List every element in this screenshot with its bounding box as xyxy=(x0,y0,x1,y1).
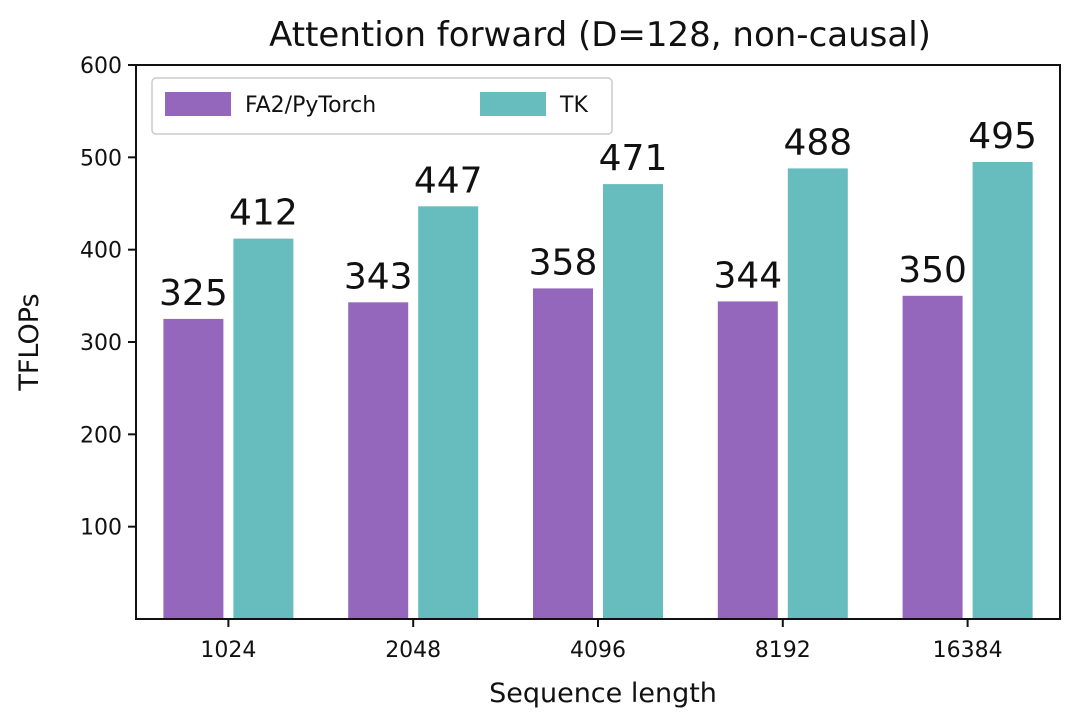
bar-tk-4096 xyxy=(603,184,663,619)
data-label-fa2-pytorch-2048: 343 xyxy=(344,256,413,297)
data-label-fa2-pytorch-4096: 358 xyxy=(529,242,598,283)
data-label-group: 325 343 358 344 350 412 447 471 488 495 xyxy=(159,116,1037,314)
y-tick-label-200: 200 xyxy=(80,423,122,448)
bar-tk-8192 xyxy=(787,168,848,619)
y-tick-label-100: 100 xyxy=(80,516,122,541)
x-tick-label-16384: 16384 xyxy=(933,638,1003,663)
x-axis-label: Sequence length xyxy=(489,678,717,709)
plot-frame xyxy=(135,64,1061,620)
x-tick-label-8192: 8192 xyxy=(755,638,811,663)
bar-fa2-pytorch-1024 xyxy=(163,318,224,619)
y-tick-label-600: 600 xyxy=(80,54,122,79)
bar-fa2-pytorch-16384 xyxy=(902,295,963,619)
bar-group xyxy=(163,162,1033,620)
x-tick-label-2048: 2048 xyxy=(385,638,441,663)
y-tick-label-300: 300 xyxy=(80,331,122,356)
x-axis-ticks: 1024 2048 4096 8192 16384 xyxy=(200,619,1003,663)
data-label-fa2-pytorch-8192: 344 xyxy=(713,255,782,296)
data-label-tk-4096: 471 xyxy=(599,138,668,179)
legend-swatch-fa2-pytorch xyxy=(165,92,231,116)
data-label-tk-1024: 412 xyxy=(229,193,298,234)
bar-fa2-pytorch-2048 xyxy=(348,302,409,619)
data-label-fa2-pytorch-16384: 350 xyxy=(898,250,967,291)
bar-fa2-pytorch-4096 xyxy=(533,288,593,619)
bar-tk-1024 xyxy=(233,238,294,619)
chart-title: Attention forward (D=128, non-causal) xyxy=(269,15,931,55)
bar-fa2-pytorch-8192 xyxy=(717,301,778,619)
y-axis-label: TFLOPs xyxy=(14,293,45,391)
data-label-tk-16384: 495 xyxy=(968,116,1037,157)
x-tick-label-1024: 1024 xyxy=(200,638,256,663)
x-tick-label-4096: 4096 xyxy=(570,638,626,663)
y-tick-label-500: 500 xyxy=(80,146,122,171)
data-label-fa2-pytorch-1024: 325 xyxy=(159,273,228,314)
y-tick-label-400: 400 xyxy=(80,239,122,264)
y-axis-ticks: 100 200 300 400 500 600 xyxy=(80,54,136,541)
legend: FA2/PyTorch TK xyxy=(151,77,613,135)
legend-label-tk: TK xyxy=(559,93,588,118)
legend-swatch-tk xyxy=(480,92,546,116)
bar-tk-2048 xyxy=(418,206,479,620)
bar-tk-16384 xyxy=(972,162,1033,619)
data-label-tk-8192: 488 xyxy=(783,122,852,163)
data-label-tk-2048: 447 xyxy=(414,160,483,201)
legend-label-fa2-pytorch: FA2/PyTorch xyxy=(245,93,376,118)
